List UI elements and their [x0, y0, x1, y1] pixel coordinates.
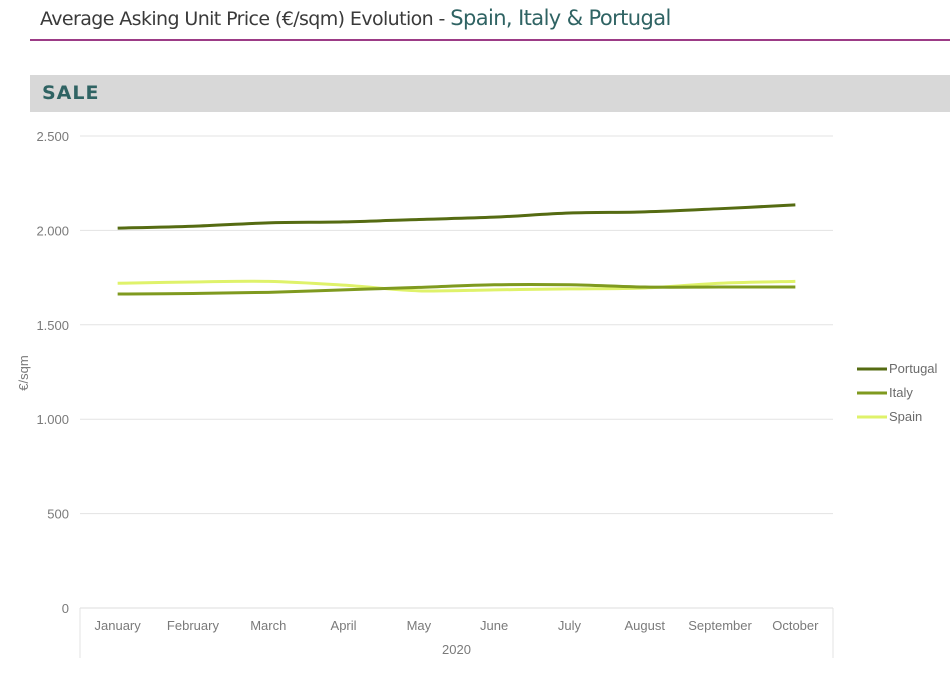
x-tick-label: May	[407, 618, 432, 633]
y-tick-label: 2.000	[36, 223, 69, 238]
legend-label-italy: Italy	[889, 385, 913, 400]
x-tick-label: February	[167, 618, 220, 633]
x-tick-label: August	[625, 618, 666, 633]
y-tick-label: 500	[47, 507, 69, 522]
x-axis-frame	[79, 607, 834, 658]
x-tick-label: April	[331, 618, 357, 633]
x-tick-label: September	[688, 618, 752, 633]
section-label: SALE	[42, 82, 100, 104]
x-tick-label: March	[250, 618, 286, 633]
x-tick-label: July	[558, 618, 582, 633]
legend: Portugal Italy Spain	[857, 361, 938, 424]
page-title: Average Asking Unit Price (€/sqm) Evolut…	[40, 6, 671, 30]
title-accent: Spain, Italy & Portugal	[450, 6, 671, 30]
title-divider	[30, 39, 950, 41]
x-tick-label: January	[95, 618, 142, 633]
series-line-portugal	[117, 203, 796, 230]
x-axis-label: 2020	[442, 642, 471, 657]
series-line-italy	[117, 282, 796, 296]
y-tick-label: 1.500	[36, 318, 69, 333]
y-tick-label: 1.000	[36, 412, 69, 427]
series-lines	[117, 203, 796, 296]
y-axis-label: €/sqm	[16, 355, 31, 390]
y-axis-ticks: 0 500 1.000 1.500 2.000 2.500	[36, 129, 69, 616]
y-tick-label: 2.500	[36, 129, 69, 144]
title-main: Average Asking Unit Price (€/sqm) Evolut…	[40, 8, 451, 30]
section-header: SALE	[30, 75, 950, 112]
x-tick-label: June	[480, 618, 508, 633]
x-axis-ticks: January February March April May June July Augu…	[95, 618, 820, 633]
x-tick-label: October	[772, 618, 819, 633]
legend-label-portugal: Portugal	[889, 361, 938, 376]
legend-label-spain: Spain	[889, 409, 922, 424]
y-tick-label: 0	[62, 601, 69, 616]
gridlines	[80, 135, 833, 515]
